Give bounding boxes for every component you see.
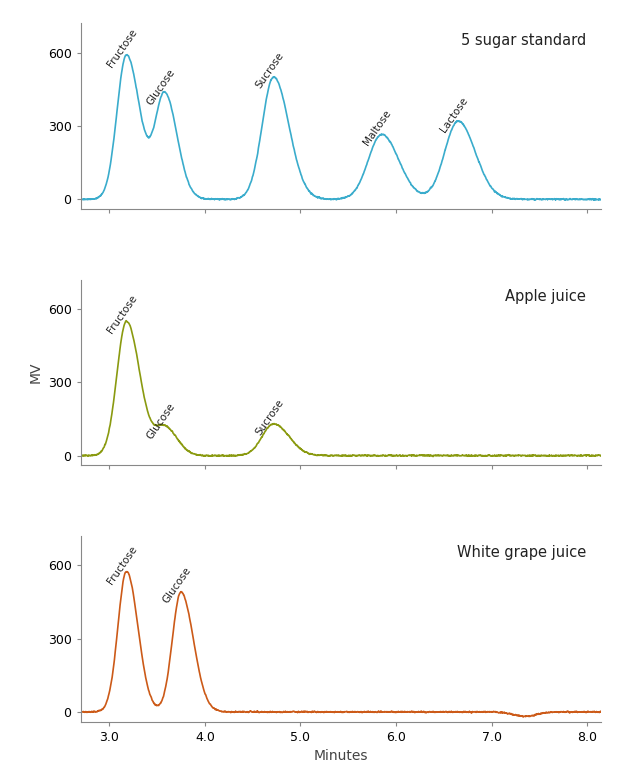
Y-axis label: MV: MV <box>28 362 42 383</box>
Text: Glucose: Glucose <box>161 566 193 605</box>
Text: Fructose: Fructose <box>105 544 139 586</box>
Text: Glucose: Glucose <box>144 68 177 108</box>
Text: Sucrose: Sucrose <box>254 50 285 90</box>
Text: Fructose: Fructose <box>105 293 139 335</box>
Text: Lactose: Lactose <box>438 95 469 133</box>
Text: Sucrose: Sucrose <box>254 397 285 437</box>
Text: Apple juice: Apple juice <box>505 289 586 304</box>
X-axis label: Minutes: Minutes <box>314 750 368 764</box>
Text: Glucose: Glucose <box>144 401 177 441</box>
Text: Maltose: Maltose <box>362 109 393 147</box>
Text: 5 sugar standard: 5 sugar standard <box>461 33 586 47</box>
Text: White grape juice: White grape juice <box>456 546 586 560</box>
Text: Fructose: Fructose <box>105 27 139 70</box>
